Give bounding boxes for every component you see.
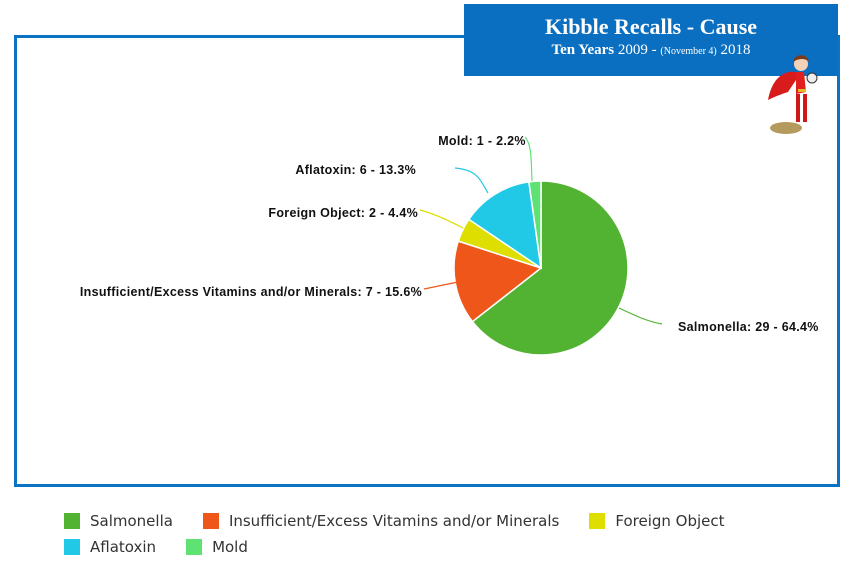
- legend-item-salmonella[interactable]: Salmonella: [64, 512, 173, 530]
- subtitle-start: 2009 -: [617, 42, 657, 58]
- legend-item-mold[interactable]: Mold: [186, 538, 248, 556]
- data-label-salmonella: Salmonella: 29 - 64.4%: [678, 320, 819, 334]
- data-label-aflatoxin: Aflatoxin: 6 - 13.3%: [295, 163, 416, 177]
- leader-line-salmonella: [618, 307, 663, 325]
- leader-line-foreign-object: [419, 209, 464, 229]
- chart-frame: [14, 35, 840, 487]
- subtitle-end: 2018: [720, 42, 751, 58]
- legend-swatch-mold: [186, 539, 203, 555]
- legend-swatch-insufficient: [202, 513, 219, 529]
- leader-line-mold: [524, 136, 533, 182]
- data-label-mold: Mold: 1 - 2.2%: [438, 134, 526, 148]
- legend-label-foreign-object: Foreign Object: [615, 512, 725, 530]
- pie-slice-aflatoxin[interactable]: [467, 180, 542, 270]
- legend-swatch-salmonella: [64, 513, 80, 529]
- subtitle-bold: Ten Years: [551, 42, 615, 58]
- pie-slice-salmonella[interactable]: [471, 180, 629, 356]
- legend-row-2: Aflatoxin Mold: [64, 534, 824, 560]
- leader-line-insufficient: [423, 281, 459, 290]
- legend-row-1: Salmonella Insufficient/Excess Vitamins …: [64, 508, 824, 534]
- legend-swatch-aflatoxin: [64, 539, 80, 555]
- superhero-mascot-icon: [768, 55, 818, 134]
- legend-item-foreign-object[interactable]: Foreign Object: [589, 512, 725, 530]
- legend-label-insufficient: Insufficient/Excess Vitamins and/or Mine…: [228, 512, 560, 530]
- chart-subtitle: Ten Years 2009 - (November 4) 2018: [464, 42, 838, 59]
- pie-slice-mold[interactable]: [528, 180, 542, 269]
- data-label-foreign-object: Foreign Object: 2 - 4.4%: [268, 206, 418, 220]
- chart-title: Kibble Recalls - Cause: [544, 14, 758, 39]
- legend-label-salmonella: Salmonella: [90, 512, 173, 530]
- legend-label-mold: Mold: [212, 538, 248, 556]
- legend-swatch-foreign-object: [589, 513, 606, 529]
- data-label-insufficient: Insufficient/Excess Vitamins and/or Mine…: [80, 285, 422, 299]
- leader-line-aflatoxin: [454, 167, 489, 194]
- pie-slices: [453, 180, 629, 356]
- legend-item-aflatoxin[interactable]: Aflatoxin: [64, 538, 156, 556]
- legend-item-insufficient[interactable]: Insufficient/Excess Vitamins and/or Mine…: [202, 512, 560, 530]
- chart-title-box: Kibble Recalls - Cause Ten Years 2009 - …: [464, 4, 838, 76]
- subtitle-small: (November 4): [660, 46, 717, 57]
- chart-legend: Salmonella Insufficient/Excess Vitamins …: [64, 508, 824, 560]
- legend-label-aflatoxin: Aflatoxin: [90, 538, 157, 556]
